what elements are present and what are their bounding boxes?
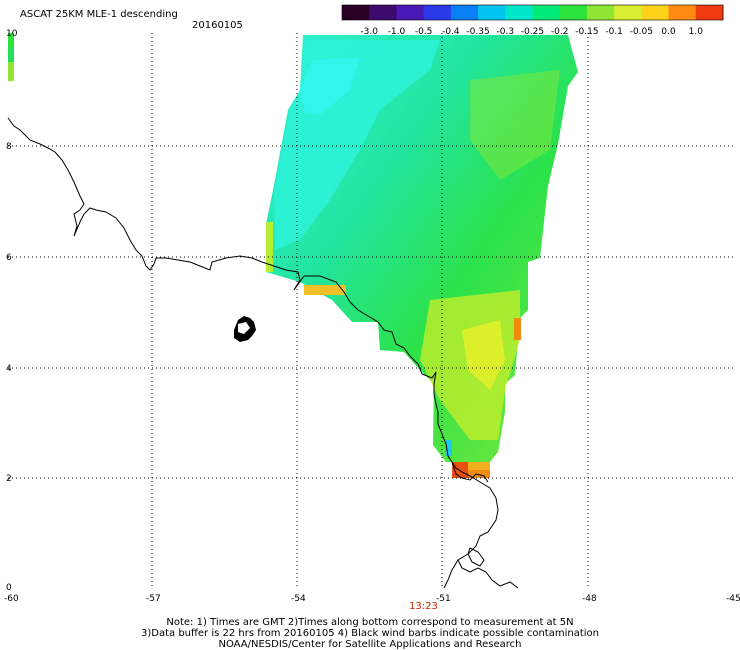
colorbar-label: -0.1 [605,27,623,37]
colorbar-label: 1.0 [689,27,704,37]
x-tick-label: -45 [726,594,740,604]
lat-lon-grid [8,33,733,588]
colorbar-swatch [695,5,724,20]
note-line-1: Note: 1) Times are GMT 2)Times along bot… [166,617,574,628]
note-line-3: NOAA/NESDIS/Center for Satellite Applica… [218,639,522,650]
colorbar-label: -0.05 [630,27,653,37]
colorbar-swatch [559,5,588,20]
x-tick-label: -48 [582,594,597,604]
coastline [7,117,519,589]
coastline-island-north [467,547,485,567]
x-axis-labels: -60 -57 -54 -51 -48 -45 [4,594,740,604]
coastline-estuary-east [451,461,489,483]
colorbar-swatch [614,5,642,20]
colorbar-label: -0.25 [521,27,544,37]
colorbar-swatch [423,5,452,20]
colorbar-frame [341,4,724,21]
colorbar-label: -0.35 [466,27,489,37]
swath-lightgreen-east [470,70,560,180]
coastline-delta-south [457,559,519,589]
colorbar-label: -0.15 [575,27,598,37]
y-tick-label: 6 [6,253,12,263]
colorbar-label: 0.0 [661,27,676,37]
swath-cyan-core [300,58,360,115]
colorbar-label: -0.2 [551,27,569,37]
colorbar-swatch [641,5,670,20]
edge-data-strip [8,33,14,81]
y-tick-label: 8 [6,142,12,152]
colorbar-swatch [668,5,697,20]
y-tick-label: 2 [6,474,12,484]
colorbar-swatch [396,5,425,20]
coastline-guyana-suriname [7,117,499,589]
colorbar-swatch [342,5,370,20]
y-axis-labels: 0 2 4 6 8 10 [6,29,18,593]
x-tick-label: -60 [4,594,19,604]
map-title: ASCAT 25KM MLE-1 descending [20,9,178,20]
x-tick-label: -54 [291,594,306,604]
colorbar-swatch [369,5,397,20]
swath-orange-west [304,285,346,295]
x-tick-label: -57 [146,594,161,604]
y-tick-label: 10 [6,29,18,39]
colorbar-swatch [450,5,479,20]
colorbar-swatch [586,5,615,20]
colorbar-swatch [505,5,533,20]
colorbar-label: -0.3 [497,27,515,37]
swath-yellow-patch [462,320,505,390]
y-tick-label: 0 [6,583,12,593]
x-tick-label: -51 [436,594,451,604]
wind-data-swath [266,35,578,478]
colorbar-swatch [532,5,561,20]
y-tick-label: 4 [6,364,12,374]
colorbar: -3.0 -1.0 -0.5 -0.4 -0.35 -0.3 -0.25 -0.2 -0.15-… [341,4,724,37]
map-date: 20160105 [192,20,243,31]
colorbar-label: -1.0 [388,27,406,37]
pass-time-label: 13:23 [409,601,438,612]
colorbar-swatch [478,5,506,20]
colorbar-label: -0.5 [415,27,433,37]
colorbar-label: -3.0 [360,27,378,37]
note-line-2: 3)Data buffer is 22 hrs from 20160105 4)… [141,628,599,639]
colorbar-label: -0.4 [442,27,460,37]
